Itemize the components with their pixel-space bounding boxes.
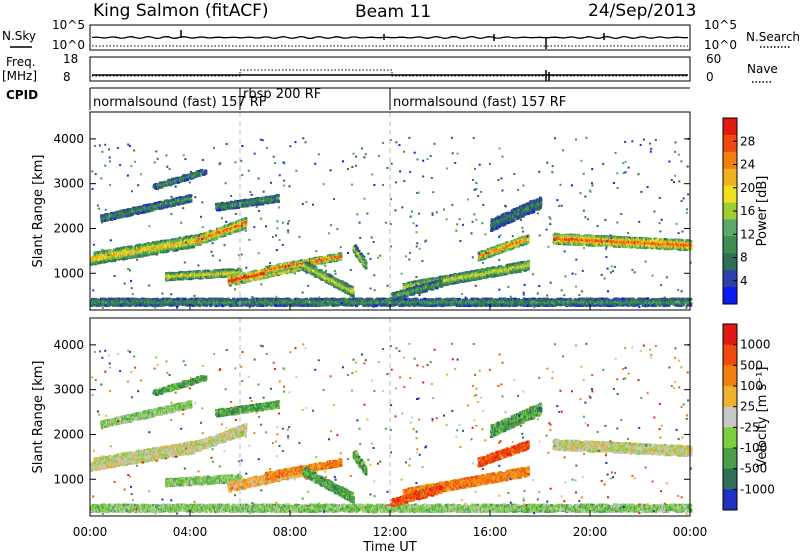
nsky-label: N.Sky — [2, 29, 36, 43]
nsearch-label: N.Search — [746, 30, 800, 44]
nsky-tick-bottom: 10^0 — [52, 38, 85, 52]
power-cell — [285, 268, 288, 271]
power-cell — [244, 224, 247, 227]
power-cell — [365, 262, 368, 265]
beam-title: Beam 11 — [355, 2, 431, 22]
cpid-mode-2: rbsp 200 RF — [243, 87, 321, 102]
power-cell — [339, 253, 342, 256]
power-cell — [315, 263, 318, 266]
nave-tick-top: 60 — [706, 52, 721, 66]
freq-label-2: [MHz] — [2, 69, 37, 83]
cpid-label: CPID — [6, 88, 38, 102]
freq-panel: Freq. [MHz] 18 8 60 0 Nave — [2, 52, 778, 84]
power-cell — [244, 217, 247, 220]
power-cell — [351, 288, 354, 291]
power-cell — [357, 250, 360, 253]
cpid-panel: CPID normalsound (fast) 157 RF rbsp 200 … — [6, 87, 690, 110]
station-title: King Salmon (fitACF) — [93, 1, 269, 21]
nsearch-tick-top: 10^5 — [704, 18, 737, 32]
date-title: 24/Sep/2013 — [588, 1, 696, 21]
power-cell — [189, 200, 192, 203]
cpid-mode-3: normalsound (fast) 157 RF — [393, 95, 566, 110]
nave-label: Nave — [747, 62, 778, 76]
freq-tick-top: 18 — [63, 52, 78, 66]
freq-label-1: Freq. — [6, 55, 36, 69]
nsky-tick-top: 10^5 — [52, 18, 85, 32]
nsky-panel: N.Sky 10^5 10^0 10^5 10^0 N.Search — [2, 18, 800, 52]
power-cell — [339, 258, 342, 261]
power-cell — [189, 195, 192, 198]
power-cell — [365, 265, 368, 268]
power-cell — [244, 221, 247, 224]
power-cell — [244, 227, 247, 230]
power-cell — [352, 291, 355, 294]
power-cell — [204, 170, 207, 173]
freq-tick-bottom: 8 — [63, 70, 71, 84]
nave-tick-bottom: 0 — [706, 70, 714, 84]
power-cell — [204, 172, 207, 175]
nsearch-tick-bottom: 10^0 — [704, 38, 737, 52]
cpid-mode-1: normalsound (fast) 157 RF — [93, 95, 266, 110]
